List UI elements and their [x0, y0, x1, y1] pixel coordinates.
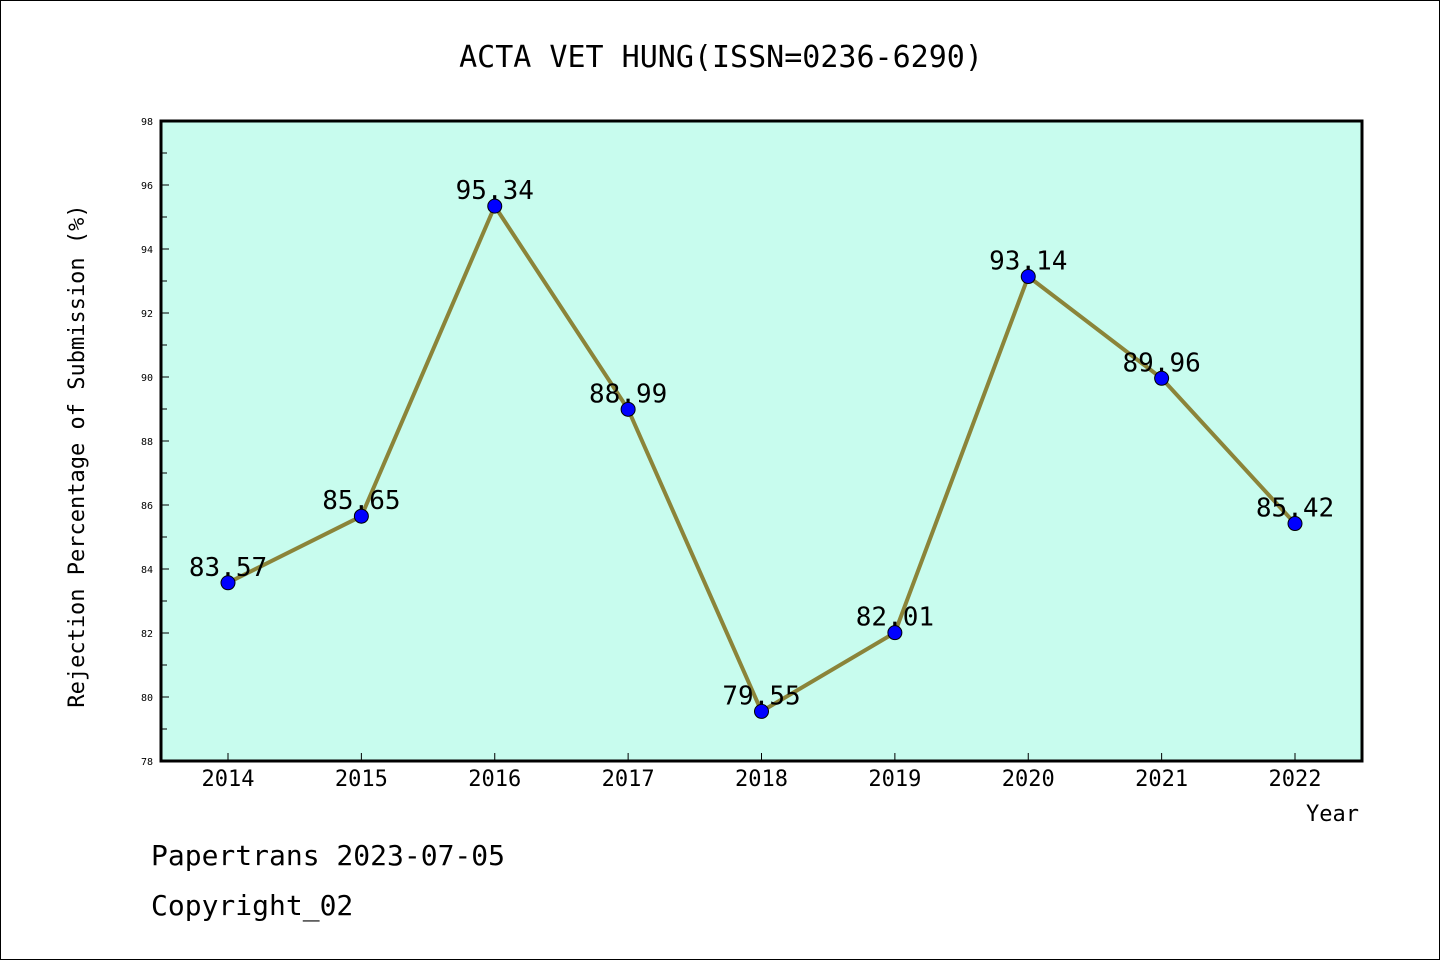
x-axis-label: Year — [1306, 802, 1359, 827]
y-axis-label: Rejection Percentage of Submission (%) — [65, 204, 90, 707]
chart-title: ACTA VET HUNG(ISSN=0236-6290) — [459, 40, 983, 75]
data-point-marker — [754, 703, 769, 719]
data-point-marker — [1020, 269, 1036, 285]
data-point-marker — [620, 401, 636, 417]
data-point-label: 85.65 — [322, 486, 400, 516]
y-tick-label: 94 — [141, 245, 153, 256]
x-tick-label: 2017 — [602, 767, 655, 792]
y-tick-label: 92 — [141, 309, 153, 320]
y-tick-label: 78 — [141, 757, 153, 768]
data-point-marker — [220, 575, 236, 591]
footer-copyright: Copyright_02 — [151, 889, 353, 923]
data-point-marker — [353, 508, 369, 524]
data-labels: 83.57 85.65 95.34 88.99 79.55 82.01 93.14 89.96… — [189, 176, 1334, 711]
plot-area — [159, 119, 1364, 763]
y-tick-label: 84 — [141, 565, 153, 576]
data-point-marker — [1154, 370, 1170, 386]
data-point-label: 82.01 — [856, 603, 934, 633]
data-point-marker — [887, 625, 903, 641]
y-tick-label: 86 — [141, 501, 153, 512]
y-tick-label: 88 — [141, 437, 153, 448]
x-tick-label: 2016 — [468, 767, 521, 792]
footer-date: Papertrans 2023-07-05 — [151, 839, 505, 872]
data-point-label: 83.57 — [189, 553, 267, 583]
data-point-marker — [487, 198, 503, 214]
y-tick-label: 90 — [141, 373, 153, 384]
data-point-label: 95.34 — [456, 176, 534, 206]
x-tick-label: 2021 — [1135, 767, 1188, 792]
x-tick-label: 2022 — [1269, 767, 1322, 792]
y-tick-label: 96 — [141, 181, 153, 192]
data-markers — [220, 198, 1303, 719]
x-tick-label: 2018 — [735, 767, 788, 792]
data-point-label: 89.96 — [1122, 348, 1200, 378]
y-tick-label: 82 — [141, 629, 153, 640]
data-point-label: 79.55 — [722, 681, 800, 711]
x-tick-label: 2014 — [202, 767, 255, 792]
data-point-marker — [1287, 516, 1303, 532]
x-tick-label: 2020 — [1002, 767, 1055, 792]
x-axis-ticks: 2014 2015 2016 2017 2018 2019 2020 2021 2022 — [202, 753, 1322, 792]
data-point-label: 85.42 — [1256, 494, 1334, 524]
data-point-label: 93.14 — [989, 247, 1067, 277]
x-tick-label: 2019 — [868, 767, 921, 792]
y-tick-label: 98 — [141, 117, 153, 128]
y-tick-label: 80 — [141, 693, 153, 704]
x-tick-label: 2015 — [335, 767, 388, 792]
y-axis-ticks: 78 80 82 84 86 88 90 92 94 96 98 — [141, 117, 169, 768]
data-point-label: 88.99 — [589, 379, 667, 409]
